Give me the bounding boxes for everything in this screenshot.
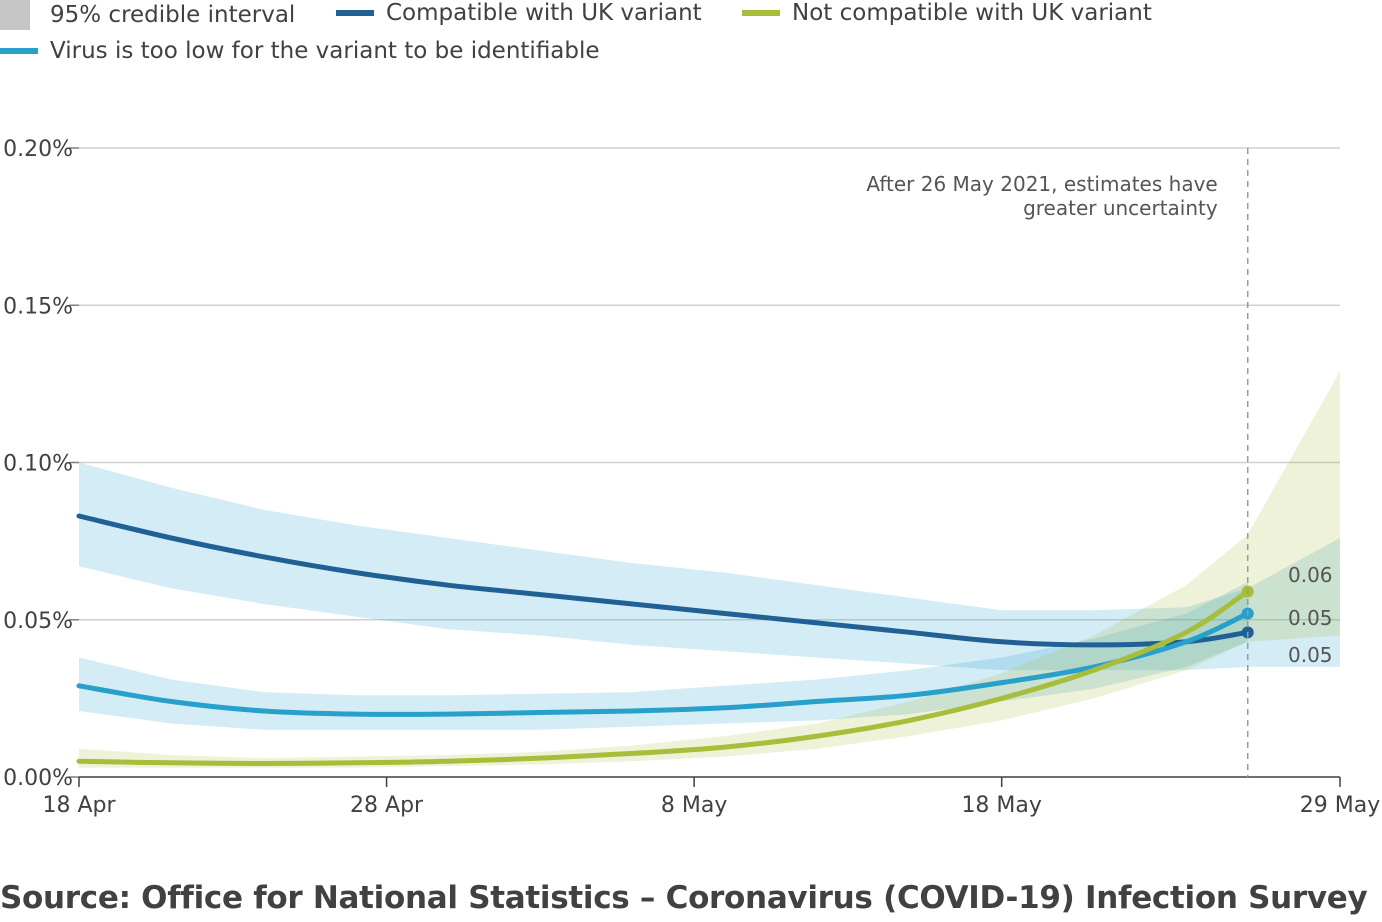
legend-item-too-low: Virus is too low for the variant to be i… <box>0 38 600 64</box>
future-band-not-compatible-with-uk-variant <box>1247 371 1340 642</box>
x-tick-label-0: 18 Apr <box>42 793 116 818</box>
legend-label-not-compatible: Not compatible with UK variant <box>792 0 1152 26</box>
legend-swatch-compatible <box>336 10 374 16</box>
legend-swatch-too-low <box>0 48 38 54</box>
legend-item-not-compatible: Not compatible with UK variant <box>742 0 1152 26</box>
series-line-virus-is-too-low-for-the-variant-to-be-identifiable <box>76 611 1251 717</box>
y-tick-label-4: 0.20% <box>3 137 73 162</box>
end-value-label-virus-is-too-low-for-the-variant-to-be-identifiable: 0.05 <box>1288 606 1333 630</box>
end-value-label-not-compatible-with-uk-variant: 0.06 <box>1288 563 1333 587</box>
legend-label-compatible: Compatible with UK variant <box>386 0 702 26</box>
credible-band-virus-is-too-low-for-the-variant-to-be-identifiable <box>79 582 1248 730</box>
y-tick-label-3: 0.15% <box>3 294 73 319</box>
line-chart: 0.00% 0.05% 0.10% 0.15% 0.20% 18 Apr 28 Apr 8 M… <box>3 137 1380 818</box>
legend-item-compatible: Compatible with UK variant <box>336 0 702 26</box>
y-tick-label-0: 0.00% <box>3 766 73 791</box>
series-line-not-compatible-with-uk-variant <box>76 588 1251 767</box>
legend-item-credible-interval: 95% credible interval <box>0 0 295 30</box>
x-tick-label-4: 29 May <box>1300 793 1380 818</box>
future-band-compatible-with-uk-variant <box>1247 538 1340 667</box>
annotation-text-line-1: greater uncertainty <box>1023 196 1218 220</box>
y-tick-label-2: 0.10% <box>3 452 73 477</box>
legend-swatch-not-compatible <box>742 10 780 16</box>
series-line-compatible-with-uk-variant <box>76 513 1251 648</box>
legend-label-too-low: Virus is too low for the variant to be i… <box>50 38 600 64</box>
chart-legend: 95% credible interval Compatible with UK… <box>0 0 1382 70</box>
source-note: Source: Office for National Statistics –… <box>0 880 1368 916</box>
legend-swatch-credible-interval <box>0 0 30 30</box>
end-value-label-compatible-with-uk-variant: 0.05 <box>1288 643 1333 667</box>
legend-label-credible-interval: 95% credible interval <box>50 2 296 28</box>
x-tick-label-1: 28 Apr <box>350 793 424 818</box>
x-tick-label-3: 18 May <box>961 793 1041 818</box>
y-tick-label-1: 0.05% <box>3 609 73 634</box>
annotation-text-line-0: After 26 May 2021, estimates have <box>866 172 1217 196</box>
credible-band-compatible-with-uk-variant <box>79 462 1248 671</box>
x-tick-label-2: 8 May <box>661 793 727 818</box>
